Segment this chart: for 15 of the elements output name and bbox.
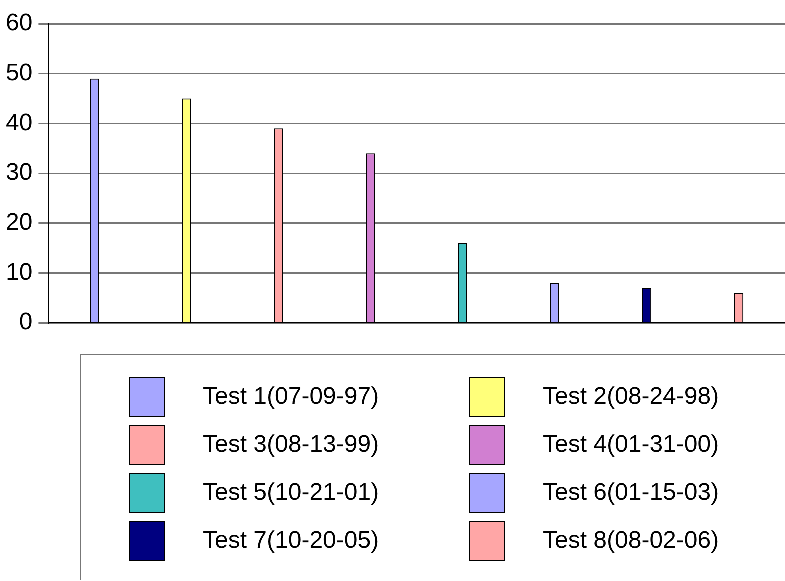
legend-label: Test 7(10-20-05) [203,527,380,555]
legend-label: Test 6(01-15-03) [543,479,720,507]
y-tick-label: 0 [19,308,33,336]
y-tick-label: 30 [6,159,33,186]
legend-label: Test 2(08-24-98) [543,383,720,411]
legend-label: Test 1(07-09-97) [203,383,380,411]
y-tick-label: 50 [6,59,33,86]
legend-label: Test 8(08-02-06) [543,527,720,555]
y-tick-label: 60 [6,10,33,37]
y-tick-label: 10 [6,258,33,286]
legend-label: Test 5(10-21-01) [203,479,380,507]
legend-label: Test 4(01-31-00) [543,431,720,459]
y-tick-label: 40 [6,109,33,136]
legend-label: Test 3(08-13-99) [203,431,380,459]
y-tick-label: 20 [6,208,33,236]
